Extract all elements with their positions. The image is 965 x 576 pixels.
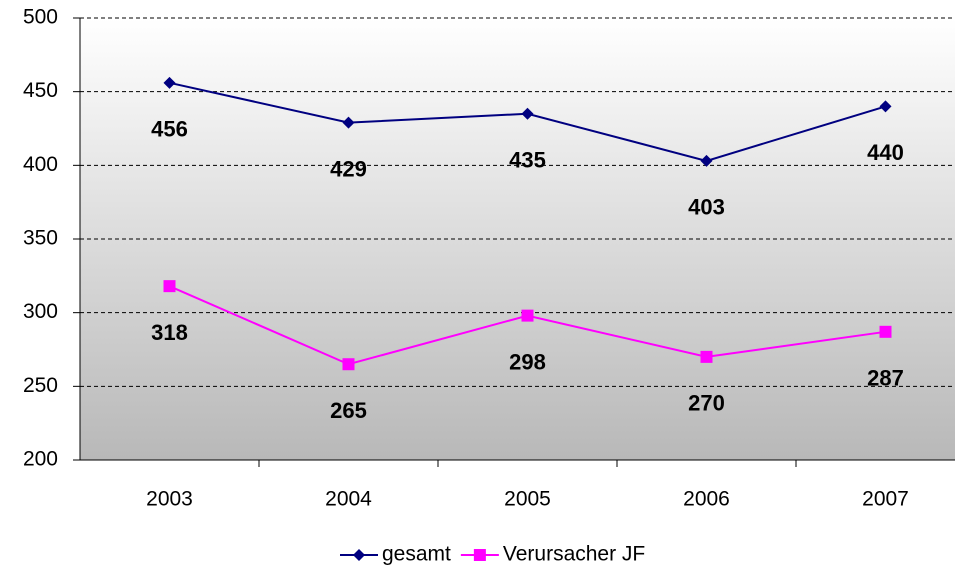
x-tick-label: 2003 (146, 488, 193, 511)
data-point (879, 100, 892, 113)
y-tick-label: 500 (23, 6, 58, 29)
data-point (342, 116, 355, 129)
data-point (163, 280, 176, 293)
legend-marker (353, 549, 365, 561)
y-tick-label: 350 (23, 227, 58, 250)
legend-marker (473, 549, 486, 561)
data-point (163, 76, 176, 89)
data-label: 318 (151, 320, 188, 345)
data-label: 435 (509, 148, 546, 173)
legend-label: Verursacher JF (503, 543, 645, 566)
data-point (521, 107, 534, 120)
legend-label: gesamt (382, 543, 451, 566)
data-label: 270 (688, 391, 725, 416)
data-label: 265 (330, 398, 367, 423)
data-point (342, 358, 355, 371)
y-tick-label: 200 (23, 448, 58, 471)
data-point (879, 325, 892, 338)
data-label: 456 (151, 117, 188, 142)
data-label: 440 (867, 140, 904, 165)
data-label: 287 (867, 366, 904, 391)
data-label: 403 (688, 195, 725, 220)
x-tick-label: 2007 (862, 488, 909, 511)
data-label: 429 (330, 156, 367, 181)
data-label: 298 (509, 349, 546, 374)
y-tick-label: 400 (23, 153, 58, 176)
y-tick-label: 300 (23, 300, 58, 323)
x-tick-label: 2004 (325, 488, 372, 511)
y-tick-label: 250 (23, 374, 58, 397)
data-point (521, 309, 534, 322)
data-point (700, 154, 713, 167)
y-tick-label: 450 (23, 79, 58, 102)
data-point (700, 350, 713, 363)
x-tick-label: 2005 (504, 488, 551, 511)
x-tick-label: 2006 (683, 488, 730, 511)
